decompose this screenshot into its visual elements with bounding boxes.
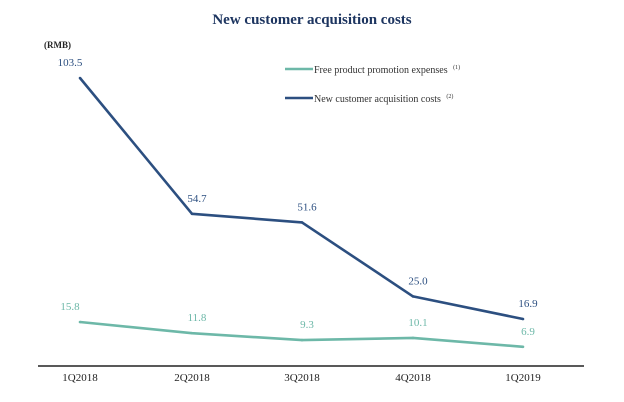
data-point-s0-3: [411, 336, 415, 340]
legend-footnote-promotion: (1): [453, 64, 460, 71]
x-tick-label-4: 1Q2019: [505, 372, 541, 384]
data-point-s1-4: [521, 317, 525, 321]
legend-footnote-acquisition: (2): [446, 93, 453, 100]
series-line-1: [78, 77, 524, 321]
data-label-s1-1: 54.7: [187, 193, 207, 205]
data-label-s0-1: 11.8: [188, 312, 207, 324]
data-point-s0-0: [78, 320, 82, 324]
legend-item-acquisition: New customer acquisition costs (2): [285, 93, 453, 105]
unit-label: (RMB): [44, 40, 71, 50]
legend-label-acquisition: New customer acquisition costs: [314, 94, 441, 105]
legend-label-promotion: Free product promotion expenses: [314, 65, 448, 76]
data-label-s0-3: 10.1: [408, 317, 427, 329]
data-label-s0-4: 6.9: [521, 326, 535, 338]
data-point-s0-1: [190, 331, 194, 335]
svg-text:Free product promotion expense: Free product promotion expenses (1): [314, 64, 460, 76]
data-label-s1-2: 51.6: [297, 201, 317, 213]
data-point-s1-0: [78, 76, 82, 80]
x-tick-label-2: 3Q2018: [284, 372, 320, 384]
data-point-s1-2: [300, 221, 304, 224]
data-point-s1-1: [190, 212, 194, 216]
data-point-s0-4: [521, 345, 525, 349]
svg-text:New customer acquisition costs: New customer acquisition costs (2): [314, 93, 453, 105]
data-label-s0-0: 15.8: [60, 301, 80, 313]
data-label-s0-2: 9.3: [300, 319, 314, 331]
data-label-s1-0: 103.5: [58, 57, 83, 69]
x-tick-label-0: 1Q2018: [62, 372, 98, 384]
data-point-s0-2: [300, 338, 304, 342]
data-point-s1-3: [411, 295, 415, 298]
x-tick-label-3: 4Q2018: [395, 372, 431, 384]
data-label-s1-3: 25.0: [408, 275, 428, 287]
data-label-s1-4: 16.9: [518, 298, 538, 310]
chart-title: New customer acquisition costs: [212, 12, 411, 28]
x-tick-label-1: 2Q2018: [174, 372, 210, 384]
legend-item-promotion: Free product promotion expenses (1): [285, 64, 460, 76]
legend: Free product promotion expenses (1) New …: [285, 64, 460, 105]
plot-area: 15.8 11.8 9.3 10.1 6.9 103.5 54.7 51.6 25.0 16.9 1…: [58, 57, 542, 384]
